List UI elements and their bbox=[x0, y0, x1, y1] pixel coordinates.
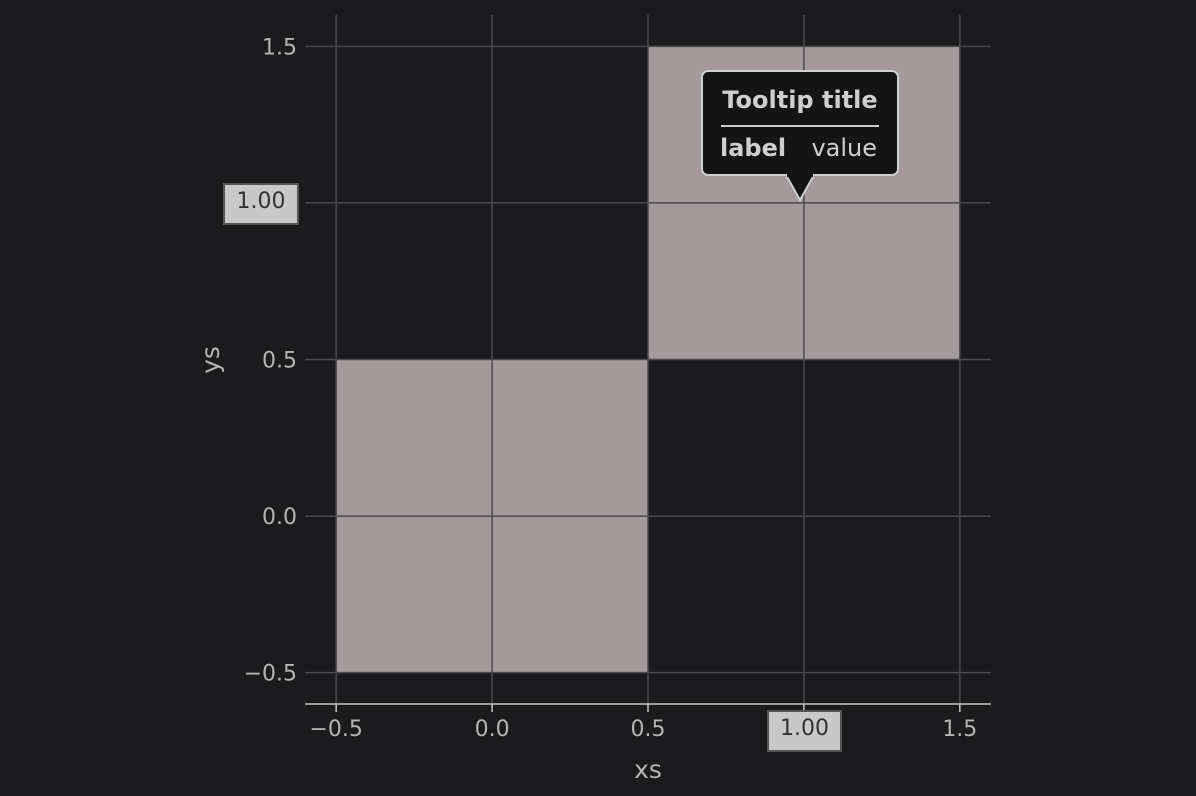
tooltip-divider bbox=[721, 125, 879, 127]
y-axis-title: ys bbox=[196, 346, 225, 374]
y-tick-label: 0.5 bbox=[262, 349, 297, 374]
x-tick-label: 0.0 bbox=[475, 717, 510, 742]
y-tick-label: 0.0 bbox=[262, 505, 297, 530]
tooltip-arrow-icon bbox=[786, 174, 814, 202]
y-crosshair-value-label: 1.00 bbox=[223, 183, 299, 225]
x-axis-title: xs bbox=[634, 755, 662, 784]
tooltip-value: value bbox=[811, 134, 877, 162]
x-crosshair-value-label: 1.00 bbox=[767, 710, 842, 752]
grid-layer bbox=[305, 15, 991, 704]
x-tick-label: 1.5 bbox=[942, 717, 977, 742]
x-tick-label: 0.5 bbox=[631, 717, 666, 742]
tooltip: Tooltip title label value bbox=[701, 70, 899, 176]
ticks-layer: −0.5 0.0 0.5 1.5 −0.5 0.0 0.5 1.5 bbox=[244, 35, 978, 742]
tooltip-title: Tooltip title bbox=[722, 86, 878, 114]
y-tick-label: 1.5 bbox=[262, 35, 297, 60]
y-tick-label: −0.5 bbox=[244, 662, 297, 687]
x-tick-label: −0.5 bbox=[309, 717, 362, 742]
tooltip-label: label bbox=[720, 134, 787, 162]
